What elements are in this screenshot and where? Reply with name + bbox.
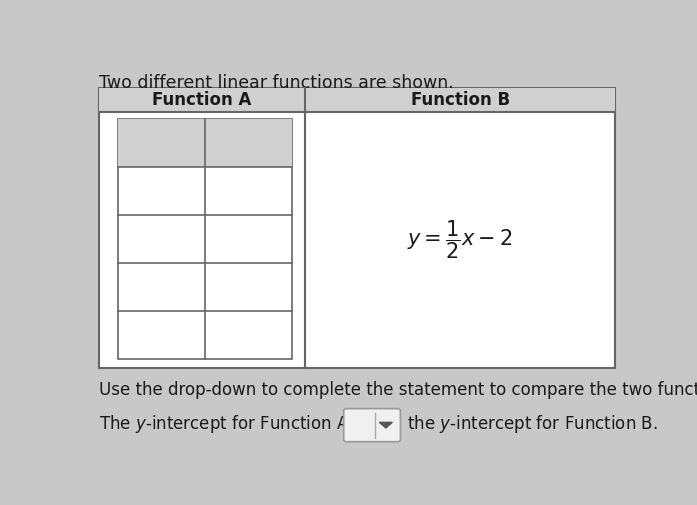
Text: 0: 0 — [243, 328, 253, 343]
Text: the $y$-intercept for Function B.: the $y$-intercept for Function B. — [408, 413, 658, 435]
Text: $x$: $x$ — [155, 134, 167, 152]
Text: Function A: Function A — [153, 91, 252, 109]
Text: - 2: - 2 — [238, 280, 259, 294]
Text: - 8: - 8 — [238, 183, 259, 198]
Text: 1.5: 1.5 — [149, 280, 174, 294]
Text: Use the drop-down to complete the statement to compare the two functions.: Use the drop-down to complete the statem… — [99, 381, 697, 399]
Text: 2.5: 2.5 — [149, 328, 174, 343]
FancyBboxPatch shape — [99, 88, 615, 112]
FancyBboxPatch shape — [344, 409, 401, 442]
FancyBboxPatch shape — [118, 119, 292, 167]
Text: Function B: Function B — [411, 91, 510, 109]
Text: $y$: $y$ — [242, 134, 254, 152]
Text: - 1.5: - 1.5 — [144, 183, 178, 198]
Text: The $y$-intercept for Function A is: The $y$-intercept for Function A is — [99, 413, 368, 435]
Text: 0: 0 — [157, 231, 166, 246]
Text: Two different linear functions are shown.: Two different linear functions are shown… — [99, 74, 454, 92]
FancyBboxPatch shape — [118, 119, 292, 359]
Text: $y = \dfrac{1}{2}x - 2$: $y = \dfrac{1}{2}x - 2$ — [407, 219, 513, 261]
Polygon shape — [379, 422, 392, 428]
FancyBboxPatch shape — [99, 88, 615, 368]
Text: - 5: - 5 — [238, 231, 259, 246]
